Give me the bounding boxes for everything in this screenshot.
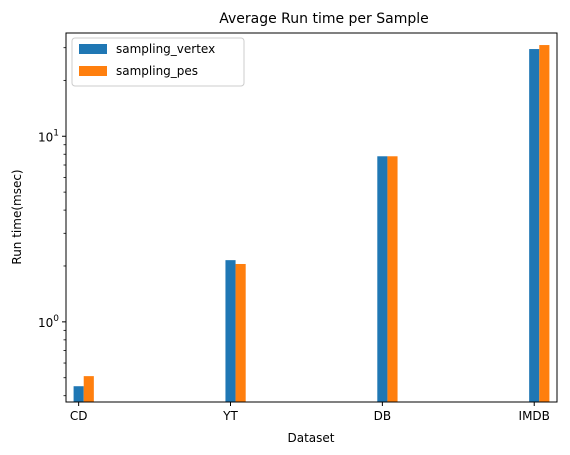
bar-sampling-pes-yt [235,263,246,402]
bars-group [73,45,550,403]
chart-title: Average Run time per Sample [219,11,429,27]
legend-swatch-sampling-pes [79,66,107,76]
y-tick-label: 100 [38,314,59,330]
x-tick-label-cd: CD [70,409,88,423]
bar-sampling-vertex-yt [225,260,236,402]
x-axis-ticks: CD YT DB IMDB [70,402,550,423]
bar-sampling-pes-cd [83,376,94,402]
x-axis-label: Dataset [288,431,335,445]
y-tick-label: 101 [38,128,59,144]
bar-sampling-pes-imdb [539,45,550,403]
legend-label-sampling-pes: sampling_pes [116,64,198,78]
bar-sampling-vertex-db [377,156,388,402]
legend-swatch-sampling-vertex [79,44,107,54]
legend: sampling_vertex sampling_pes [71,37,245,87]
bar-sampling-vertex-cd [73,386,84,402]
y-axis-label: Run time(msec) [10,169,24,264]
legend-box [71,37,245,87]
legend-label-sampling-vertex: sampling_vertex [116,42,215,56]
x-tick-label-imdb: IMDB [519,409,550,423]
x-tick-label-db: DB [374,409,391,423]
plot-frame [65,32,558,403]
x-tick-label-yt: YT [222,409,238,423]
bar-sampling-pes-db [387,156,398,402]
bar-sampling-vertex-imdb [529,49,540,403]
